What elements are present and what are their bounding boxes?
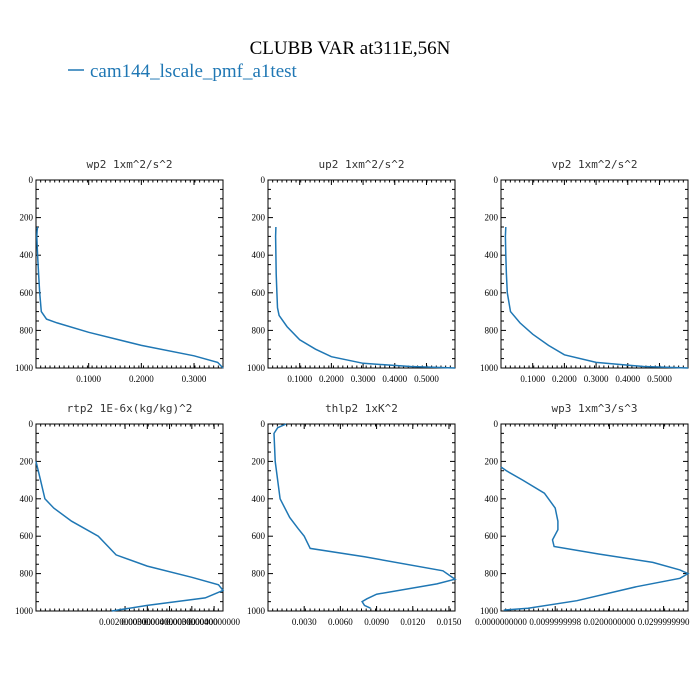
y-tick-label: 1000 bbox=[247, 363, 266, 373]
panel-title: thlp2 1xK^2 bbox=[325, 402, 398, 415]
panel-title: up2 1xm^2/s^2 bbox=[318, 158, 404, 171]
plot-frame bbox=[35, 179, 224, 369]
panel-3: vp2 1xm^2/s^2 0 200 400 600 800 1000 0.1000 0.20… bbox=[480, 158, 689, 384]
panel-title: wp2 1xm^2/s^2 bbox=[86, 158, 172, 171]
series-line bbox=[273, 423, 457, 609]
x-tick-label: 0.0060 bbox=[328, 617, 353, 627]
panel-2: up2 1xm^2/s^2 0 200 400 600 800 1000 0.1000 0.20… bbox=[247, 158, 456, 384]
y-tick-label: 200 bbox=[485, 456, 499, 466]
panel-4: rtp2 1E-6x(kg/kg)^2 0 200 400 600 800 1000 0.00… bbox=[15, 402, 240, 627]
y-tick-label: 0 bbox=[261, 419, 266, 429]
y-tick-label: 800 bbox=[485, 569, 499, 579]
series-line bbox=[500, 466, 690, 611]
legend-label: cam144_lscale_pmf_a1test bbox=[90, 61, 298, 82]
x-tick-label: 0.4000 bbox=[615, 374, 640, 384]
plot-frame bbox=[35, 423, 224, 612]
x-tick-label: 0.0000000000 bbox=[475, 617, 527, 627]
x-tick-label: 0.0040000000 bbox=[144, 617, 196, 627]
y-tick-label: 200 bbox=[252, 456, 266, 466]
panels: wp2 1xm^2/s^2 0 200 400 600 800 1000 0.1000 0.20… bbox=[15, 158, 690, 627]
panel-title: rtp2 1E-6x(kg/kg)^2 bbox=[67, 402, 193, 415]
y-tick-label: 200 bbox=[20, 213, 34, 223]
x-tick-label: 0.0040000000 bbox=[188, 617, 240, 627]
x-tick-label: 0.0299999990 bbox=[638, 617, 690, 627]
x-tick-label: 0.0020000000 bbox=[99, 617, 151, 627]
panel-title: vp2 1xm^2/s^2 bbox=[551, 158, 637, 171]
y-tick-label: 1000 bbox=[480, 363, 499, 373]
x-tick-label: 0.5000 bbox=[414, 374, 439, 384]
y-tick-label: 400 bbox=[20, 494, 34, 504]
y-tick-label: 0 bbox=[261, 175, 266, 185]
y-tick-label: 0 bbox=[494, 419, 499, 429]
y-tick-label: 400 bbox=[252, 494, 266, 504]
x-tick-label: 0.0099999998 bbox=[529, 617, 581, 627]
x-tick-label: 0.3000 bbox=[584, 374, 609, 384]
x-tick-label: 0.5000 bbox=[647, 374, 672, 384]
y-tick-label: 600 bbox=[20, 288, 34, 298]
x-tick-label: 0.3000 bbox=[351, 374, 376, 384]
figure-title: CLUBB VAR at311E,56N bbox=[250, 38, 451, 59]
y-tick-label: 800 bbox=[252, 325, 266, 335]
y-tick-label: 600 bbox=[252, 531, 266, 541]
y-tick-label: 400 bbox=[485, 494, 499, 504]
x-tick-label: 0.3000 bbox=[182, 374, 207, 384]
y-tick-label: 600 bbox=[485, 288, 499, 298]
y-tick-label: 0 bbox=[29, 419, 34, 429]
y-tick-label: 400 bbox=[485, 250, 499, 260]
x-tick-label: 0.1000 bbox=[287, 374, 312, 384]
y-tick-label: 800 bbox=[252, 569, 266, 579]
y-tick-label: 200 bbox=[252, 213, 266, 223]
x-tick-label: 0.0150 bbox=[437, 617, 462, 627]
y-tick-label: 1000 bbox=[247, 606, 266, 616]
x-tick-label: 0.0200000000 bbox=[584, 617, 636, 627]
series-line bbox=[36, 226, 224, 369]
y-tick-label: 600 bbox=[485, 531, 499, 541]
plot-frame bbox=[500, 423, 689, 612]
y-tick-label: 1000 bbox=[480, 606, 499, 616]
y-tick-label: 800 bbox=[20, 569, 34, 579]
x-tick-label: 0.1000 bbox=[76, 374, 101, 384]
panel-1: wp2 1xm^2/s^2 0 200 400 600 800 1000 0.1000 0.20… bbox=[15, 158, 224, 384]
plot-frame bbox=[267, 423, 456, 612]
plot-frame bbox=[267, 179, 456, 369]
y-tick-label: 1000 bbox=[15, 363, 34, 373]
panel-5: thlp2 1xK^2 0 200 400 600 800 1000 0.0030 0.0060… bbox=[247, 402, 462, 627]
y-tick-label: 200 bbox=[485, 213, 499, 223]
y-tick-label: 600 bbox=[20, 531, 34, 541]
panel-title: wp3 1xm^3/s^3 bbox=[551, 402, 637, 415]
y-tick-label: 1000 bbox=[15, 606, 34, 616]
x-tick-label: 0.0030000000 bbox=[166, 617, 218, 627]
x-tick-label: 0.0090 bbox=[364, 617, 389, 627]
x-tick-label: 0.4000 bbox=[382, 374, 407, 384]
x-tick-label: 0.1000 bbox=[520, 374, 545, 384]
series-line bbox=[504, 226, 689, 369]
x-tick-label: 0.2000 bbox=[552, 374, 577, 384]
x-tick-label: 0.0120 bbox=[400, 617, 425, 627]
y-tick-label: 400 bbox=[252, 250, 266, 260]
panel-6: wp3 1xm^3/s^3 0 200 400 600 800 10000.00000000… bbox=[475, 402, 690, 627]
series-line bbox=[35, 461, 225, 612]
y-tick-label: 0 bbox=[494, 175, 499, 185]
y-tick-label: 800 bbox=[485, 325, 499, 335]
y-tick-label: 800 bbox=[20, 325, 34, 335]
y-tick-label: 400 bbox=[20, 250, 34, 260]
y-tick-label: 600 bbox=[252, 288, 266, 298]
legend: cam144_lscale_pmf_a1test bbox=[68, 61, 298, 82]
x-tick-label: 0.0030 bbox=[292, 617, 317, 627]
x-tick-label: 0.0030000000 bbox=[121, 617, 173, 627]
y-tick-label: 0 bbox=[29, 175, 34, 185]
y-tick-label: 200 bbox=[20, 456, 34, 466]
x-tick-label: 0.2000 bbox=[319, 374, 344, 384]
x-tick-label: 0.2000 bbox=[129, 374, 154, 384]
series-line bbox=[274, 226, 456, 369]
plot-frame bbox=[500, 179, 689, 369]
